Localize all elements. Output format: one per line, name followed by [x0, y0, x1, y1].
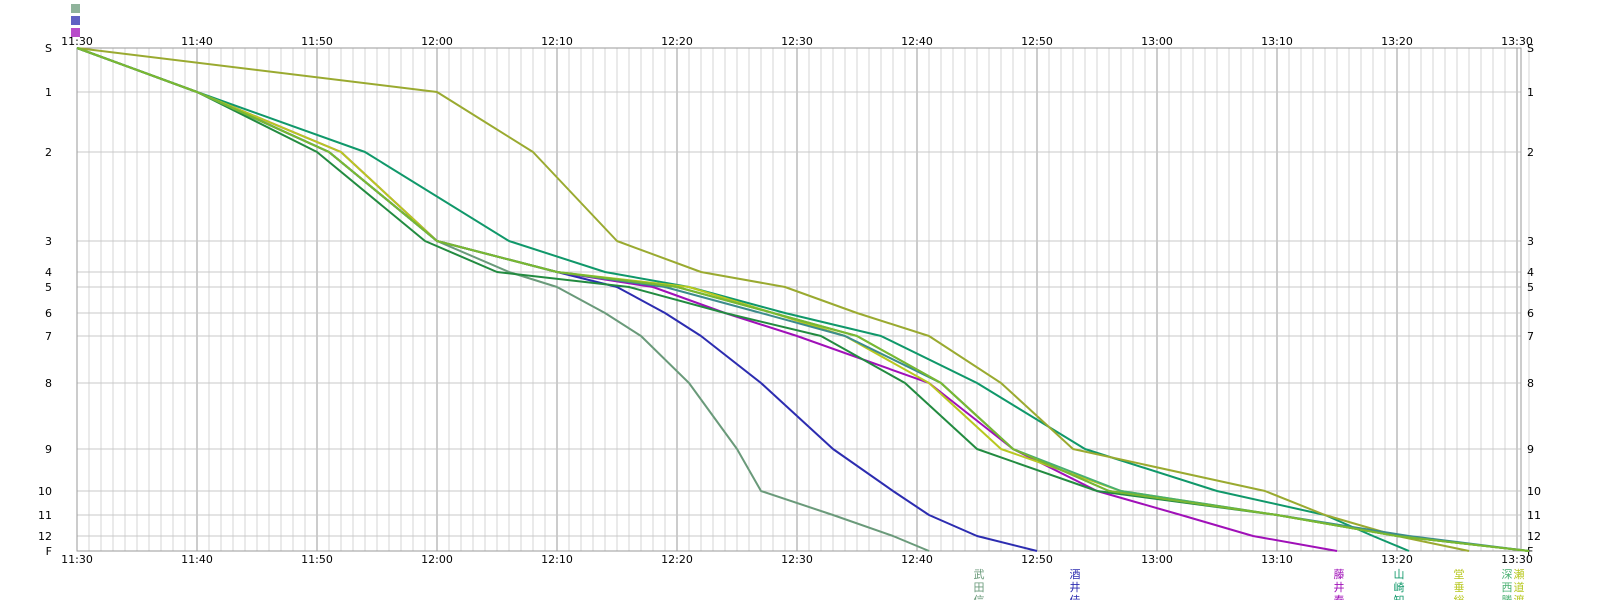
y-tick-label-left: 1 — [45, 86, 52, 99]
finish-label-char: 瀬 — [1514, 567, 1525, 581]
y-tick-label-left: 9 — [45, 443, 52, 456]
y-tick-label-left: F — [46, 545, 52, 558]
x-tick-label-top: 12:30 — [781, 35, 813, 48]
finish-label-char: 渡 — [1514, 593, 1525, 600]
y-tick-label-left: 7 — [45, 330, 52, 343]
x-tick-label-top: 11:40 — [181, 35, 213, 48]
y-tick-label-left: 8 — [45, 377, 52, 390]
y-tick-label-left: 3 — [45, 235, 52, 248]
y-tick-label-right: F — [1527, 545, 1533, 558]
x-tick-label-bottom: 12:20 — [661, 553, 693, 566]
finish-label-char: 酒 — [1070, 568, 1081, 581]
series-lines — [76, 47, 1530, 552]
y-tick-label-left: 4 — [45, 266, 52, 279]
series-line-5 — [76, 47, 1470, 552]
y-tick-label-right: 7 — [1527, 330, 1534, 343]
top-legend-glyph — [71, 4, 80, 13]
y-tick-label-left: 2 — [45, 146, 52, 159]
x-tick-label-top: 11:50 — [301, 35, 333, 48]
finish-label-char: 井 — [1334, 580, 1345, 594]
x-tick-label-bottom: 12:50 — [1021, 553, 1053, 566]
series-line-9 — [76, 47, 1530, 552]
x-tick-label-top: 13:20 — [1381, 35, 1413, 48]
top-legend-glyph — [71, 28, 80, 37]
x-tick-label-bottom: 13:00 — [1141, 553, 1173, 566]
y-tick-label-left: 6 — [45, 307, 52, 320]
series-line-7 — [76, 47, 1530, 552]
top-legend — [71, 4, 80, 37]
finish-label-char: 信 — [974, 594, 985, 600]
finish-label-char: 山 — [1394, 568, 1405, 581]
x-tick-label-top: 12:50 — [1021, 35, 1053, 48]
axes: 11:30 11:30 11:40 11:40 11:50 11:50 12:00 12:00… — [38, 35, 1541, 566]
y-tick-label-right: 5 — [1527, 281, 1534, 294]
series-line-4 — [76, 47, 1410, 552]
x-tick-label-top: 13:00 — [1141, 35, 1173, 48]
x-tick-label-top: 12:00 — [421, 35, 453, 48]
finish-label-char: 武 — [974, 568, 985, 581]
finish-label-char: 勝 — [1502, 593, 1513, 600]
plot-frame — [76, 47, 1522, 552]
grid — [76, 47, 1530, 552]
x-tick-label-bottom: 12:30 — [781, 553, 813, 566]
finish-label-char: 知 — [1394, 593, 1405, 600]
finish-label-char: 総 — [1454, 593, 1465, 600]
y-tick-label-right: 2 — [1527, 146, 1534, 159]
y-tick-label-right: 4 — [1527, 266, 1534, 279]
x-tick-label-top: 12:20 — [661, 35, 693, 48]
y-tick-label-right: 6 — [1527, 307, 1534, 320]
x-tick-label-top: 13:10 — [1261, 35, 1293, 48]
y-tick-label-right: 1 — [1527, 86, 1534, 99]
series-line-10 — [76, 47, 1530, 552]
y-tick-label-right: 10 — [1527, 485, 1541, 498]
y-tick-label-right: 8 — [1527, 377, 1534, 390]
finish-label-char: 崎 — [1394, 580, 1405, 594]
series-line-6 — [76, 47, 1530, 552]
series-line-1 — [76, 47, 930, 552]
x-tick-label-bottom: 12:10 — [541, 553, 573, 566]
x-tick-label-bottom: 13:20 — [1381, 553, 1413, 566]
finish-label-char: 西 — [1502, 581, 1513, 594]
finish-label-char: 垂 — [1454, 581, 1465, 594]
finish-label-char: 堂 — [1454, 568, 1465, 581]
y-tick-label-left: 12 — [38, 530, 52, 543]
series-line-8 — [76, 47, 1530, 552]
x-tick-label-bottom: 11:40 — [181, 553, 213, 566]
finish-label-char: 井 — [1070, 580, 1081, 594]
y-tick-label-right: 12 — [1527, 530, 1541, 543]
x-tick-label-bottom: 11:50 — [301, 553, 333, 566]
y-tick-label-right: S — [1527, 42, 1534, 55]
finish-labels: 武田信酒井佳藤井春山崎知堂垂総深西勝瀬道渡 — [974, 567, 1525, 600]
finish-label-char: 佳 — [1070, 593, 1081, 600]
finish-label-char: 藤 — [1334, 568, 1345, 581]
x-tick-label-top: 11:30 — [61, 35, 93, 48]
top-legend-glyph — [71, 16, 80, 25]
y-tick-label-left: S — [45, 42, 52, 55]
y-tick-label-right: 9 — [1527, 443, 1534, 456]
x-tick-label-bottom: 13:30 — [1501, 553, 1533, 566]
x-tick-label-top: 12:40 — [901, 35, 933, 48]
x-tick-label-top: 12:10 — [541, 35, 573, 48]
x-tick-label-bottom: 13:10 — [1261, 553, 1293, 566]
finish-label-char: 道 — [1514, 580, 1525, 594]
finish-label-char: 田 — [974, 581, 985, 594]
x-tick-label-bottom: 12:40 — [901, 553, 933, 566]
y-tick-label-right: 3 — [1527, 235, 1534, 248]
finish-label-char: 深 — [1502, 568, 1513, 581]
x-tick-label-top: 13:30 — [1501, 35, 1533, 48]
x-tick-label-bottom: 11:30 — [61, 553, 93, 566]
x-tick-label-bottom: 12:00 — [421, 553, 453, 566]
y-tick-label-right: 11 — [1527, 509, 1541, 522]
y-tick-label-left: 10 — [38, 485, 52, 498]
y-tick-label-left: 11 — [38, 509, 52, 522]
finish-label-char: 春 — [1334, 594, 1345, 600]
y-tick-label-left: 5 — [45, 281, 52, 294]
